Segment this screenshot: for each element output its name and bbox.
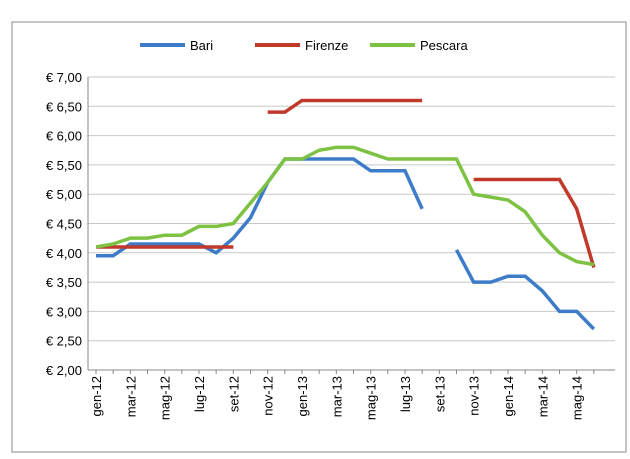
series-line <box>454 249 596 331</box>
series-line <box>267 98 423 114</box>
y-tick-label: € 2,50 <box>46 334 82 349</box>
x-tick-label: set-13 <box>432 376 447 412</box>
x-tick-label: lug-13 <box>398 376 413 412</box>
legend-label: Firenze <box>305 38 348 53</box>
x-tick-label: mar-13 <box>329 376 344 417</box>
legend-label: Pescara <box>420 38 468 53</box>
x-tick-label: mag-12 <box>158 376 173 420</box>
y-tick-label: € 2,00 <box>46 363 82 378</box>
x-tick-label: nov-12 <box>261 376 276 416</box>
y-tick-label: € 6,50 <box>46 99 82 114</box>
y-tick-label: € 7,00 <box>46 70 82 85</box>
y-tick-label: € 5,00 <box>46 187 82 202</box>
x-tick-label: lug-12 <box>192 376 207 412</box>
x-tick-label: gen-13 <box>295 376 310 416</box>
y-tick-label: € 3,00 <box>46 304 82 319</box>
legend-label: Bari <box>190 38 213 53</box>
x-tick-label: mar-12 <box>123 376 138 417</box>
x-tick-label: nov-13 <box>467 376 482 416</box>
y-tick-label: € 3,50 <box>46 275 82 290</box>
y-tick-label: € 6,00 <box>46 129 82 144</box>
x-tick-label: gen-14 <box>501 376 516 416</box>
x-tick-label: mar-14 <box>535 376 550 417</box>
y-tick-label: € 4,00 <box>46 246 82 261</box>
x-tick-label: mag-13 <box>364 376 379 420</box>
series-line <box>96 157 424 258</box>
y-tick-label: € 4,50 <box>46 217 82 232</box>
chart-frame <box>11 21 627 453</box>
series-line <box>95 145 595 267</box>
x-tick-label: gen-12 <box>89 376 104 416</box>
y-tick-label: € 5,50 <box>46 158 82 173</box>
x-tick-label: set-12 <box>226 376 241 412</box>
series-line <box>473 177 596 268</box>
x-tick-label: mag-14 <box>570 376 585 420</box>
